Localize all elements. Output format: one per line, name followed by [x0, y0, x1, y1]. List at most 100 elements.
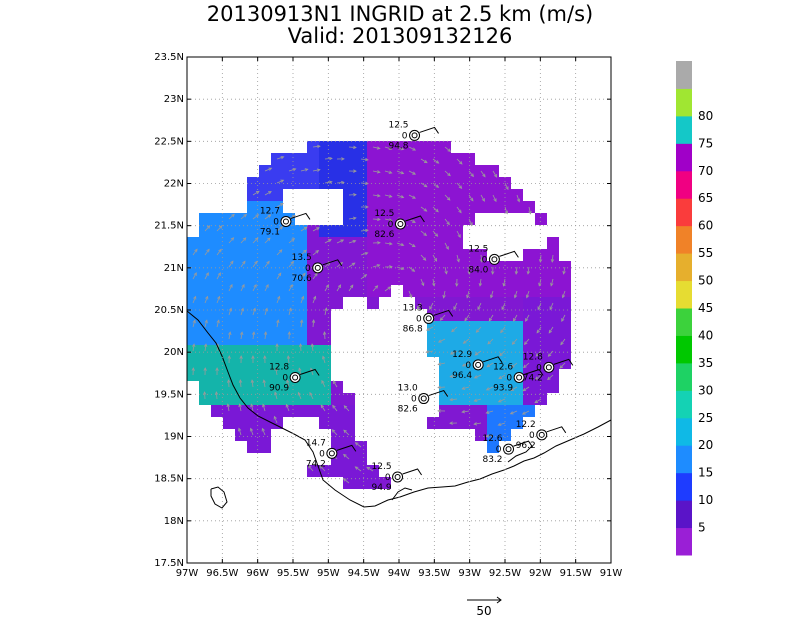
lat-label: 21.5N [154, 221, 184, 232]
wind-cell [259, 369, 271, 381]
lon-label: 94W [388, 568, 411, 579]
wind-vector-head [262, 379, 266, 384]
wind-vector-head [423, 159, 428, 164]
lon-label: 94.5W [348, 568, 380, 579]
wind-vector [348, 240, 356, 244]
wind-vector [432, 158, 439, 164]
wind-cell [331, 417, 343, 429]
wind-vector [408, 290, 413, 298]
wind-vector-head [354, 442, 359, 446]
wind-cell [331, 165, 343, 177]
wind-cell [439, 321, 451, 333]
wind-cell [235, 417, 247, 429]
wind-vector-head [280, 203, 284, 207]
wind-vector-head [477, 306, 481, 311]
wind-vector-head [426, 327, 430, 331]
wind-vector [239, 404, 242, 412]
wind-vector-head [321, 379, 325, 384]
wind-vector [384, 242, 392, 245]
wind-cell [451, 357, 463, 369]
wind-cell [475, 309, 487, 321]
wind-vector-head [243, 213, 248, 218]
colorbar-label: 75 [698, 136, 713, 150]
wind-cell [355, 189, 367, 201]
wind-vector [288, 168, 296, 172]
wind-cell [295, 237, 307, 249]
wind-cell [259, 345, 271, 357]
wind-vector [456, 254, 460, 262]
wind-vector-head [446, 221, 450, 226]
wind-vector [528, 206, 531, 214]
wind-vector-head [388, 146, 393, 150]
wind-vector-head [322, 355, 326, 360]
colorbar-label: 80 [698, 109, 713, 123]
wind-vector-head [267, 214, 272, 218]
wind-vector [384, 170, 392, 174]
wind-cell [463, 201, 475, 213]
wind-vector [252, 261, 258, 268]
colorbar-swatch [676, 225, 692, 254]
station-ring [394, 218, 406, 230]
wind-vector-head [474, 352, 479, 356]
station-value-2: 0 [273, 217, 279, 227]
wind-vector-head [562, 270, 566, 275]
wind-vector-head [453, 306, 457, 311]
wind-cell [379, 225, 391, 237]
wind-vector-head [466, 294, 470, 299]
wind-vector [216, 272, 221, 280]
wind-vector-head [341, 157, 345, 161]
station-value-2: 0 [388, 220, 394, 230]
lat-label: 19.5N [154, 389, 184, 400]
wind-vector-head [473, 398, 478, 402]
wind-vector-head [332, 380, 337, 385]
wind-cell [307, 285, 319, 297]
wind-vector [261, 428, 266, 436]
wind-vector [252, 237, 259, 244]
wind-cell [247, 225, 259, 237]
wind-vector-head [437, 362, 442, 366]
station-ring [536, 429, 548, 441]
wind-vector-head [522, 388, 527, 392]
colorbar-label: 45 [698, 301, 713, 315]
wind-cell [415, 165, 427, 177]
wind-vector [432, 206, 439, 213]
lat-label: 19N [164, 432, 184, 443]
wind-vector-head [322, 331, 327, 335]
wind-cell [223, 393, 235, 405]
wind-vector-head [547, 353, 552, 357]
colorbar-swatch [676, 88, 692, 117]
wind-vector-head [513, 294, 518, 299]
wind-vector [480, 170, 486, 177]
wind-vector-head [478, 282, 483, 287]
wind-vector [228, 260, 234, 268]
wind-vector [479, 278, 482, 286]
wind-vector [492, 194, 497, 202]
map-title: 20130913N1 INGRID at 2.5 km (m/s) [206, 2, 594, 26]
wind-vector-head [316, 227, 320, 231]
wind-vector-head [343, 429, 347, 434]
lat-label: 22.5N [154, 136, 184, 147]
wind-vector-head [469, 222, 473, 227]
wind-cell [271, 381, 283, 393]
wind-vector-head [493, 173, 498, 178]
wind-cell [259, 225, 271, 237]
wind-vector-head [425, 350, 430, 354]
wind-vector [548, 350, 554, 357]
wind-vector-head [332, 404, 336, 409]
wind-vector [444, 146, 451, 152]
wind-vector-head [470, 197, 474, 202]
wind-cell [403, 225, 415, 237]
wind-vector [322, 356, 326, 364]
wind-vector [309, 392, 314, 400]
wind-vector [360, 182, 369, 184]
wind-vector [348, 146, 357, 148]
wind-vector [264, 237, 271, 244]
wind-vector-head [387, 286, 392, 290]
colorbar-swatch [676, 253, 692, 282]
map-valid-time: Valid: 201309132126 [287, 24, 513, 48]
lon-label: 96W [246, 568, 269, 579]
colorbar-label: 5 [698, 521, 706, 535]
wind-vector-head [502, 282, 506, 287]
wind-vector-head [504, 210, 509, 215]
wind-vector [408, 194, 416, 199]
